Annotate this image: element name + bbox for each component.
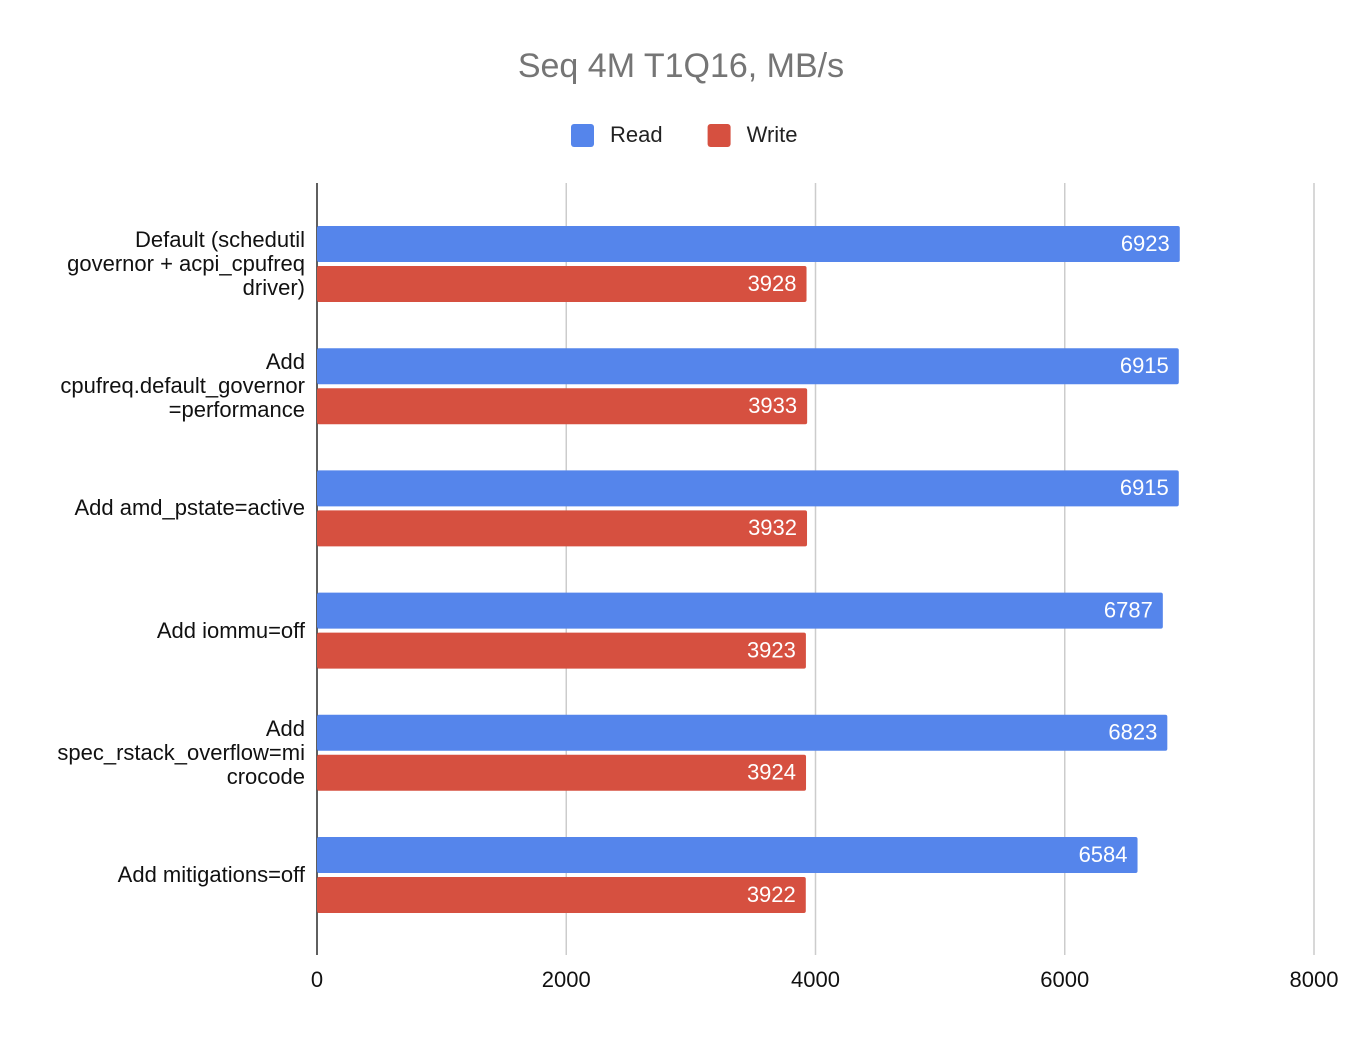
bar <box>317 510 808 547</box>
value-label: 3924 <box>747 760 796 785</box>
value-label: 3932 <box>748 515 797 540</box>
x-tick-label: 2000 <box>542 967 591 992</box>
value-label: 6915 <box>1120 475 1169 500</box>
chart-title: Seq 4M T1Q16, MB/s <box>518 47 844 85</box>
value-label: 3922 <box>747 882 796 907</box>
y-tick-label: Add iommu=off <box>156 617 305 643</box>
bar <box>317 348 1179 385</box>
bar <box>317 592 1163 629</box>
y-tick-label: Add cpufreq.default_governor=performance <box>60 349 305 423</box>
value-label: 6584 <box>1079 842 1128 867</box>
x-tick-label: 8000 <box>1290 967 1339 992</box>
bar <box>317 470 1179 507</box>
x-tick-label: 6000 <box>1040 967 1089 992</box>
legend-label: Write <box>747 122 798 147</box>
value-label: 3933 <box>748 393 797 418</box>
bar <box>317 266 807 302</box>
value-label: 3923 <box>747 637 796 662</box>
y-tick-label: Add amd_pstate=active <box>74 495 305 521</box>
value-label: 6915 <box>1120 353 1169 378</box>
bar <box>317 754 807 791</box>
bar <box>317 877 806 913</box>
bar <box>317 226 1180 262</box>
bar <box>317 837 1138 873</box>
legend-swatch <box>707 124 731 147</box>
y-tick-label: Add mitigations=off <box>117 862 305 887</box>
bar <box>317 388 808 425</box>
bar <box>317 714 1168 751</box>
x-tick-label: 0 <box>311 967 323 992</box>
bar <box>317 632 806 669</box>
legend-swatch <box>571 124 594 147</box>
y-tick-label: Default (schedutil governor + acpi_cpufr… <box>67 227 305 300</box>
y-tick-label: Add spec_rstack_overflow=microcode <box>57 715 305 789</box>
x-tick-label: 4000 <box>791 967 840 992</box>
legend-label: Read <box>610 122 663 147</box>
value-label: 3928 <box>748 271 797 296</box>
value-label: 6787 <box>1104 597 1153 622</box>
value-label: 6923 <box>1121 231 1170 256</box>
value-label: 6823 <box>1108 720 1157 745</box>
